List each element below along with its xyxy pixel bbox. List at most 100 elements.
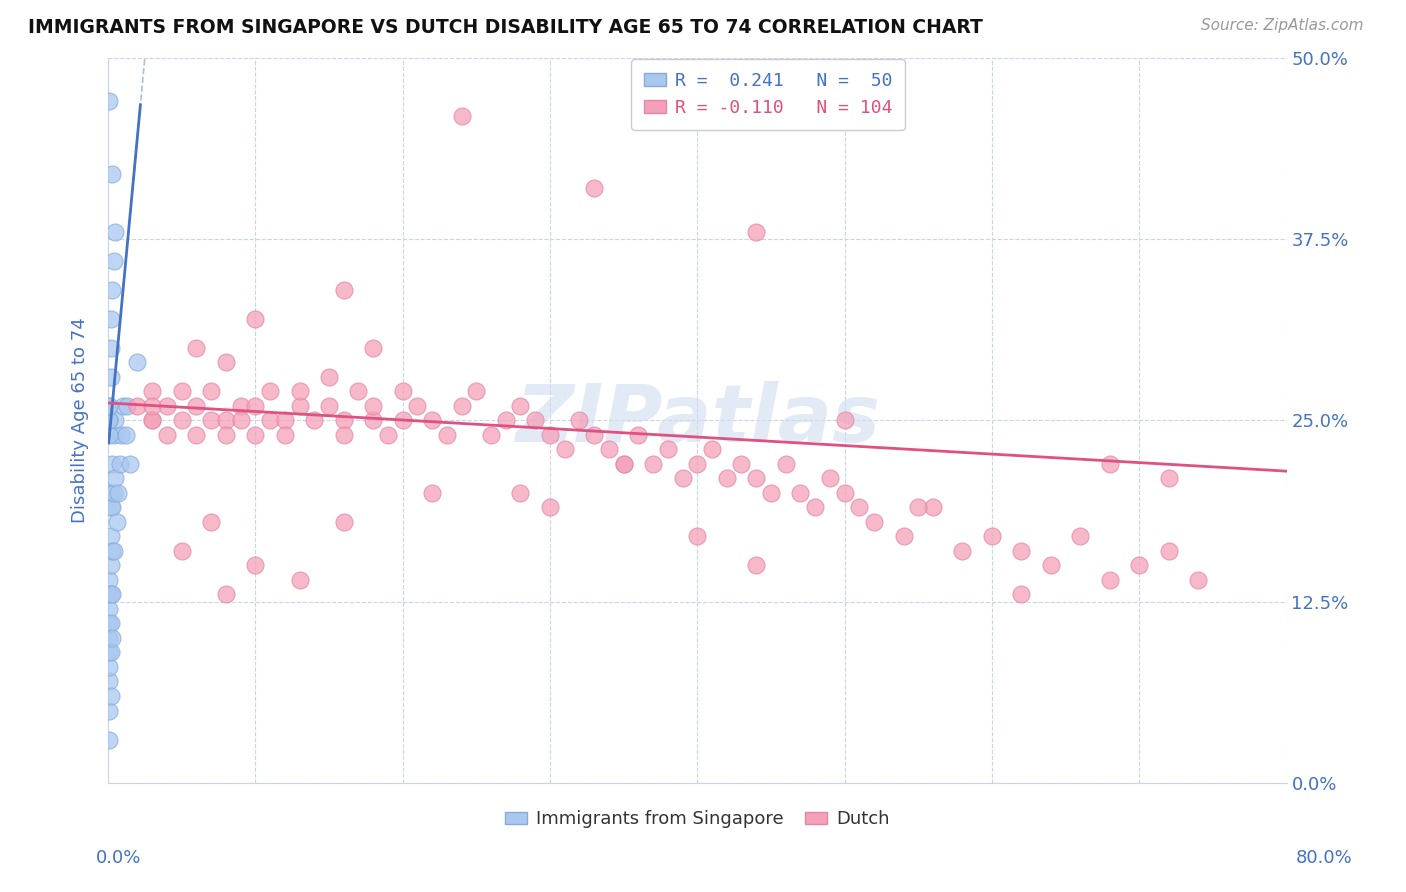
Point	[1069, 529, 1091, 543]
Point	[818, 471, 841, 485]
Point	[100, 341, 122, 355]
Point	[156, 399, 179, 413]
Point	[98, 413, 121, 427]
Point	[332, 428, 354, 442]
Point	[245, 428, 267, 442]
Point	[101, 544, 124, 558]
Point	[186, 399, 208, 413]
Point	[686, 529, 709, 543]
Point	[288, 399, 311, 413]
Point	[127, 355, 149, 369]
Point	[538, 500, 561, 515]
Point	[361, 399, 384, 413]
Point	[304, 413, 326, 427]
Point	[98, 399, 121, 413]
Point	[100, 558, 122, 573]
Point	[98, 428, 121, 442]
Point	[1157, 544, 1180, 558]
Point	[98, 602, 121, 616]
Point	[745, 471, 768, 485]
Point	[100, 587, 122, 601]
Point	[170, 413, 193, 427]
Point	[1010, 544, 1032, 558]
Point	[1187, 573, 1209, 587]
Point	[104, 413, 127, 427]
Legend: Immigrants from Singapore, Dutch: Immigrants from Singapore, Dutch	[498, 803, 897, 836]
Point	[583, 428, 606, 442]
Text: ZIPatlas: ZIPatlas	[515, 382, 880, 459]
Point	[1098, 573, 1121, 587]
Point	[274, 428, 297, 442]
Point	[332, 515, 354, 529]
Point	[100, 616, 122, 631]
Point	[524, 413, 547, 427]
Point	[100, 689, 122, 703]
Point	[101, 167, 124, 181]
Point	[115, 399, 138, 413]
Text: 0.0%: 0.0%	[96, 849, 141, 867]
Point	[98, 645, 121, 659]
Point	[100, 645, 122, 659]
Point	[1039, 558, 1062, 573]
Point	[745, 225, 768, 239]
Point	[259, 384, 281, 399]
Point	[98, 732, 121, 747]
Point	[759, 486, 782, 500]
Point	[318, 369, 340, 384]
Point	[730, 457, 752, 471]
Point	[101, 631, 124, 645]
Point	[170, 544, 193, 558]
Point	[568, 413, 591, 427]
Point	[229, 413, 252, 427]
Text: 80.0%: 80.0%	[1296, 849, 1353, 867]
Point	[98, 94, 121, 108]
Point	[103, 428, 125, 442]
Point	[700, 442, 723, 457]
Text: IMMIGRANTS FROM SINGAPORE VS DUTCH DISABILITY AGE 65 TO 74 CORRELATION CHART: IMMIGRANTS FROM SINGAPORE VS DUTCH DISAB…	[28, 18, 983, 37]
Point	[108, 457, 131, 471]
Point	[215, 413, 238, 427]
Point	[111, 399, 134, 413]
Point	[100, 369, 122, 384]
Point	[509, 486, 531, 500]
Point	[200, 384, 222, 399]
Point	[101, 587, 124, 601]
Point	[100, 486, 122, 500]
Point	[1157, 471, 1180, 485]
Point	[103, 544, 125, 558]
Point	[893, 529, 915, 543]
Point	[361, 341, 384, 355]
Text: Source: ZipAtlas.com: Source: ZipAtlas.com	[1201, 18, 1364, 33]
Point	[583, 181, 606, 195]
Point	[804, 500, 827, 515]
Point	[245, 558, 267, 573]
Point	[554, 442, 576, 457]
Point	[907, 500, 929, 515]
Point	[406, 399, 429, 413]
Point	[98, 573, 121, 587]
Point	[156, 428, 179, 442]
Point	[495, 413, 517, 427]
Point	[479, 428, 502, 442]
Point	[141, 384, 163, 399]
Point	[98, 587, 121, 601]
Point	[834, 486, 856, 500]
Point	[391, 384, 413, 399]
Point	[377, 428, 399, 442]
Point	[105, 515, 128, 529]
Point	[141, 413, 163, 427]
Point	[848, 500, 870, 515]
Point	[288, 384, 311, 399]
Point	[863, 515, 886, 529]
Point	[98, 674, 121, 689]
Point	[100, 500, 122, 515]
Point	[613, 457, 636, 471]
Point	[245, 399, 267, 413]
Point	[657, 442, 679, 457]
Point	[288, 573, 311, 587]
Point	[141, 413, 163, 427]
Point	[98, 413, 121, 427]
Point	[101, 500, 124, 515]
Point	[107, 486, 129, 500]
Point	[716, 471, 738, 485]
